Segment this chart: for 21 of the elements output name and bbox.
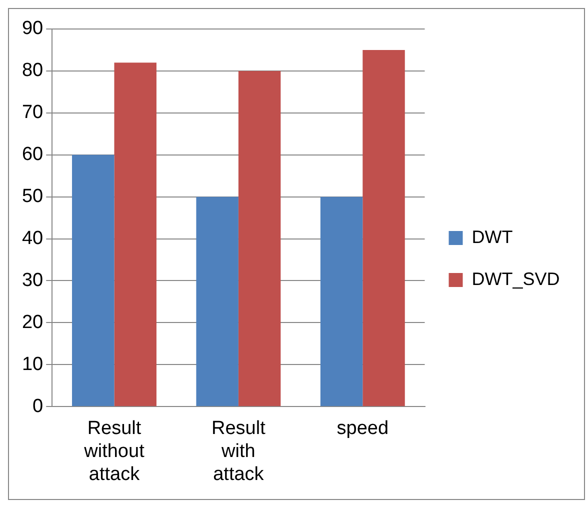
bar bbox=[362, 50, 405, 406]
y-tick-label: 70 bbox=[22, 102, 44, 124]
y-tick-label: 10 bbox=[22, 354, 44, 375]
legend-label: DWT bbox=[472, 226, 513, 247]
bar bbox=[72, 154, 114, 406]
x-tick-label: Result with attack bbox=[212, 418, 266, 485]
y-tick-label: 90 bbox=[22, 18, 44, 40]
bar bbox=[114, 62, 156, 406]
y-tick-label: 40 bbox=[22, 228, 44, 250]
bar bbox=[320, 196, 363, 406]
bar bbox=[238, 70, 281, 406]
y-tick-label: 30 bbox=[22, 270, 44, 291]
x-tick-label: Result without attack bbox=[83, 418, 146, 485]
y-tick-label: 80 bbox=[22, 60, 44, 82]
y-tick-label: 20 bbox=[22, 312, 44, 333]
x-tick-label: speed bbox=[336, 418, 389, 440]
y-tick-label: 50 bbox=[22, 186, 44, 208]
bar bbox=[196, 196, 238, 406]
legend-label: DWT_SVD bbox=[472, 268, 560, 289]
y-tick-label: 0 bbox=[32, 396, 44, 417]
y-tick-label: 60 bbox=[22, 144, 44, 166]
